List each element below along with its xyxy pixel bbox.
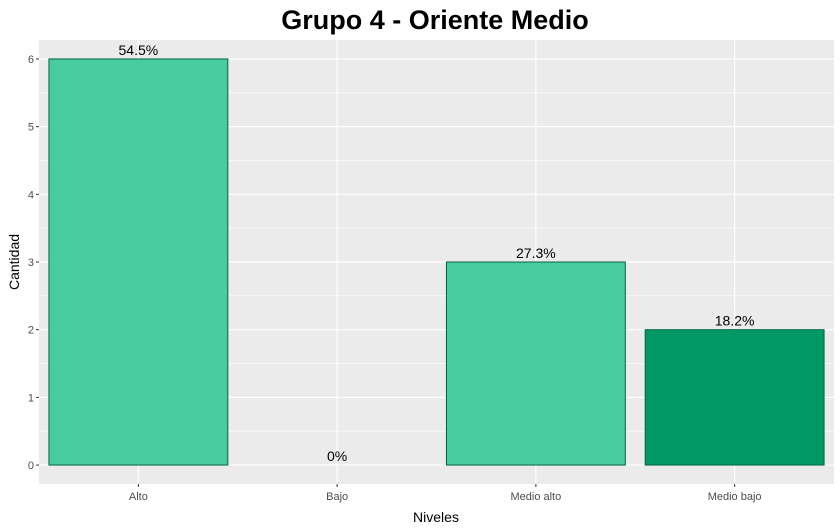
x-tick-label: Bajo — [326, 491, 348, 503]
x-axis-title: Niveles — [413, 509, 459, 525]
data-label: 18.2% — [715, 313, 755, 329]
y-tick-label: 6 — [28, 54, 34, 66]
x-tick-label: Medio alto — [510, 491, 561, 503]
y-axis-title: Cantidad — [6, 234, 22, 290]
bar-alto — [48, 58, 229, 466]
x-axis: Alto Bajo Medio alto Medio bajo — [129, 484, 762, 503]
data-label: 27.3% — [516, 245, 556, 261]
x-tick-label: Alto — [129, 491, 148, 503]
bar-medio-alto — [445, 261, 626, 466]
y-tick-label: 4 — [28, 189, 34, 201]
bars — [48, 58, 825, 466]
chart-title: Grupo 4 - Oriente Medio — [281, 5, 589, 35]
data-label: 0% — [327, 448, 347, 464]
data-label: 54.5% — [119, 42, 159, 58]
y-tick-label: 5 — [28, 122, 34, 134]
data-labels: 54.5% 0% 27.3% 18.2% — [119, 42, 755, 464]
y-tick-label: 1 — [28, 392, 34, 404]
x-tick-label: Medio bajo — [708, 491, 762, 503]
y-tick-label: 3 — [28, 257, 34, 269]
y-tick-label: 0 — [28, 460, 34, 472]
y-tick-label: 2 — [28, 325, 34, 337]
bar-medio-bajo — [644, 329, 825, 466]
y-axis: 0 1 2 3 4 5 6 — [28, 54, 39, 472]
